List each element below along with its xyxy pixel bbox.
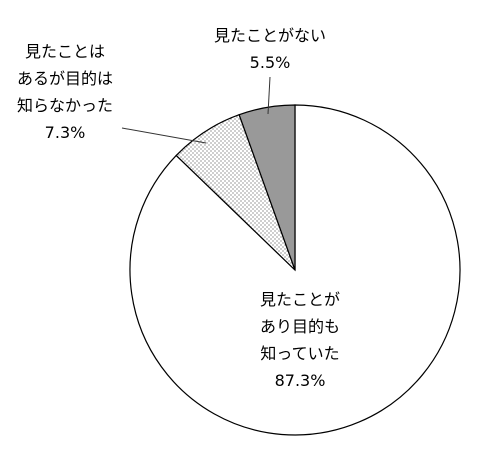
leader-line bbox=[267, 76, 271, 115]
value-label: 87.3% bbox=[274, 371, 326, 390]
slice-label: 見たことが あり目的も 知っていた bbox=[259, 290, 341, 363]
leader-line bbox=[121, 127, 207, 144]
value-label: 5.5% bbox=[249, 53, 291, 72]
slice-label: 見たことは あるが目的は 知らなかった bbox=[16, 42, 114, 115]
pie-slice bbox=[238, 104, 296, 271]
slice-label: 見たことがない bbox=[213, 26, 327, 45]
value-label: 7.3% bbox=[44, 123, 86, 142]
